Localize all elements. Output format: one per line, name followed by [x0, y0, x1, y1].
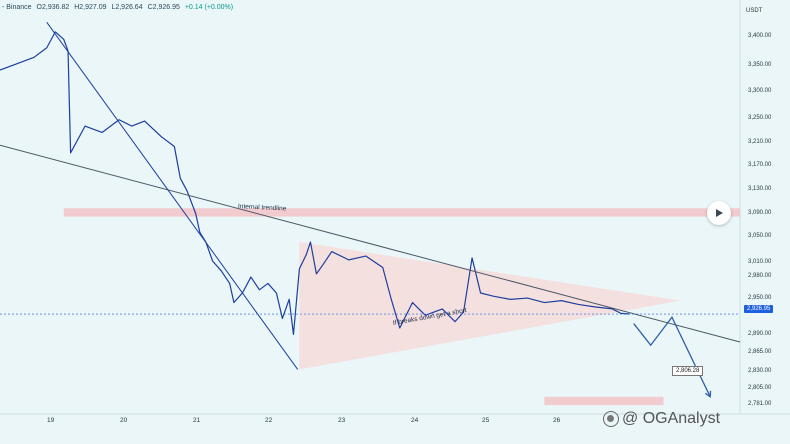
currency-label: USDT: [746, 8, 763, 14]
ohlc-header: - Binance O2,936.82 H2,927.09 L2,926.64 …: [2, 4, 236, 11]
price-tick-label: 3,350.00: [748, 62, 772, 68]
price-tick-label: 3,300.00: [748, 88, 772, 94]
date-tick-label: 26: [553, 417, 561, 424]
price-tick-label: 2,805.00: [748, 385, 772, 391]
date-tick-label: 19: [47, 417, 55, 424]
price-tick-label: 3,050.00: [748, 233, 772, 239]
target-price-label: 2,806.28: [672, 366, 704, 376]
current-price-badge: 2,926.95: [744, 305, 774, 313]
date-tick-label: 21: [193, 417, 201, 424]
price-tick-label: 2,980.00: [748, 273, 772, 279]
exchange-label: - Binance: [2, 4, 32, 11]
resistance-zone: [63, 208, 741, 217]
price-tick-label: 2,865.00: [748, 349, 772, 355]
watermark-text: @ OGAnalyst: [622, 410, 721, 427]
price-tick-label: 2,830.00: [748, 368, 772, 374]
close-value: C2,926.95: [147, 4, 180, 11]
play-icon: [716, 209, 723, 217]
triangle-pattern: [299, 242, 681, 370]
watermark: @ OGAnalyst: [603, 410, 720, 428]
low-value: L2,926.64: [111, 4, 143, 11]
price-series-line: [0, 31, 630, 335]
price-tick-label: 3,130.00: [748, 186, 772, 192]
open-value: O2,936.82: [36, 4, 70, 11]
internal-trendline: [0, 144, 741, 343]
price-tick-label: 2,950.00: [748, 295, 772, 301]
projection-arrowhead: [704, 390, 712, 399]
change-value: +0.14 (+0.00%): [184, 4, 234, 11]
date-tick-label: 25: [482, 417, 490, 424]
projection-path: [633, 315, 711, 398]
price-tick-label: 3,400.00: [748, 33, 772, 39]
date-tick-label: 20: [120, 417, 128, 424]
price-tick-label: 2,890.00: [748, 331, 772, 337]
price-tick-label: 3,010.00: [748, 259, 772, 265]
price-tick-label: 3,170.00: [748, 162, 772, 168]
price-tick-label: 3,250.00: [748, 115, 772, 121]
date-tick-label: 24: [411, 417, 419, 424]
price-tick-label: 3,210.00: [748, 139, 772, 145]
watermark-logo-icon: [603, 411, 619, 427]
replay-button[interactable]: [707, 201, 731, 225]
date-tick-label: 23: [338, 417, 346, 424]
descending-trendline: [46, 21, 299, 370]
price-tick-label: 2,781.00: [748, 401, 772, 407]
target-zone: [544, 396, 664, 406]
date-tick-label: 22: [265, 417, 273, 424]
high-value: H2,927.09: [74, 4, 107, 11]
price-tick-label: 3,090.00: [748, 210, 772, 216]
